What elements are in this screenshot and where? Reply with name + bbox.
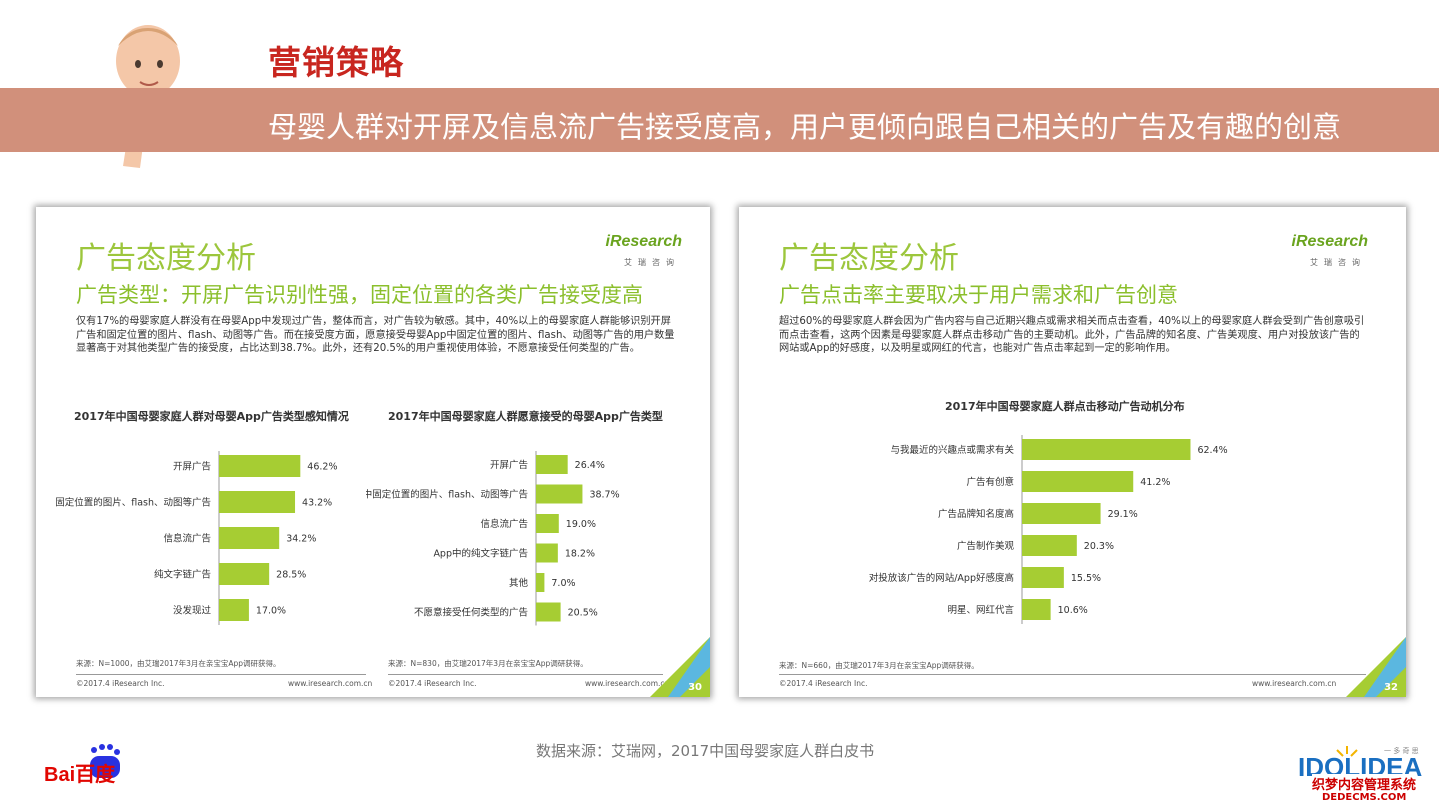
banner	[0, 88, 1439, 152]
iresearch-logo: iResearch 艾瑞咨询	[1282, 233, 1372, 273]
value-label: 62.4%	[1197, 445, 1227, 456]
chart-title: 2017年中国母婴家庭人群对母婴App广告类型感知情况	[74, 410, 349, 423]
sunburst-icon	[1336, 746, 1358, 757]
site-url: www.iresearch.com.cn	[1252, 679, 1337, 688]
value-label: 43.2%	[302, 498, 332, 509]
value-label: 15.5%	[1071, 573, 1101, 584]
category-label: 广告有创意	[966, 476, 1014, 488]
value-label: 19.0%	[566, 519, 596, 530]
bar	[536, 514, 559, 533]
value-label: 18.2%	[565, 549, 595, 560]
corner-decoration	[650, 637, 710, 697]
watermark-text: 织梦内容管理系统	[1312, 774, 1417, 793]
chart-title: 2017年中国母婴家庭人群愿意接受的母婴App广告类型	[388, 410, 663, 423]
iresearch-logo: iResearch 艾瑞咨询	[596, 233, 686, 273]
value-label: 38.7%	[589, 490, 619, 501]
bar	[219, 599, 249, 621]
corner-decoration	[1346, 637, 1406, 697]
value-label: 20.3%	[1084, 541, 1114, 552]
value-label: 29.1%	[1108, 509, 1138, 520]
card-title: 广告态度分析	[779, 241, 959, 276]
chart-title: 2017年中国母婴家庭人群点击移动广告动机分布	[945, 400, 1185, 413]
source-note: 来源：N=1000，由艾瑞2017年3月在亲宝宝App调研获得。	[76, 659, 281, 668]
bar	[536, 543, 558, 563]
bar-chart-acceptance: 开屏广告 26.4% App中固定位置的图片、flash、动图等广告 38.7% 信息流…	[366, 451, 620, 626]
site-url: www.iresearch.com.cn	[585, 679, 670, 688]
category-label: 开屏广告	[173, 461, 211, 473]
data-source-note: 数据来源：艾瑞网，2017中国母婴家庭人群白皮书	[536, 742, 875, 760]
bar	[1022, 439, 1191, 460]
logo-word: iResearch	[1291, 233, 1369, 250]
card-subtitle: 广告类型：开屏广告识别性强，固定位置的各类广告接受度高	[76, 283, 643, 307]
bar	[219, 491, 296, 513]
bar	[1022, 471, 1134, 492]
card-title: 广告态度分析	[76, 241, 256, 276]
category-label: 对投放该广告的网站/App好感度高	[869, 572, 1014, 584]
footer-divider	[779, 674, 1366, 675]
logo-word: iResearch	[605, 233, 683, 250]
category-label: 没发现过	[173, 605, 212, 617]
category-label: 开屏广告	[490, 459, 528, 471]
category-label: App中固定位置的图片、flash、动图等广告	[366, 489, 528, 501]
value-label: 34.2%	[286, 534, 316, 545]
bar	[219, 563, 270, 585]
footer-divider	[76, 674, 366, 675]
page-title: 营销策略	[268, 43, 404, 82]
value-label: 20.5%	[568, 608, 598, 619]
bar	[1022, 599, 1051, 620]
bar	[536, 484, 583, 504]
bar	[219, 527, 280, 549]
value-label: 46.2%	[307, 462, 337, 473]
source-note: 来源：N=830，由艾瑞2017年3月在亲宝宝App调研获得。	[388, 659, 588, 668]
category-label: 广告品牌知名度高	[938, 508, 1014, 520]
slide-card-right: 广告态度分析 iResearch 艾瑞咨询 广告点击率主要取决于用户需求和广告创…	[739, 207, 1406, 697]
value-label: 7.0%	[551, 578, 575, 589]
bar	[219, 455, 301, 477]
category-label: 纯文字链广告	[154, 569, 211, 581]
slide-card-left: 广告态度分析 iResearch 艾瑞咨询 广告类型：开屏广告识别性强，固定位置…	[36, 207, 710, 697]
value-label: 17.0%	[256, 606, 286, 617]
bar	[536, 455, 568, 474]
bar	[536, 602, 561, 622]
page-number: 32	[1384, 682, 1398, 693]
bar	[1022, 503, 1101, 524]
logo-cn: 艾瑞咨询	[1310, 258, 1366, 267]
value-label: 26.4%	[575, 460, 605, 471]
source-note: 来源：N=660，由艾瑞2017年3月在亲宝宝App调研获得。	[779, 661, 979, 670]
idolidea-tagline: 一 多 奇 思	[1384, 747, 1419, 755]
value-label: 41.2%	[1140, 477, 1170, 488]
category-label: 信息流广告	[480, 518, 528, 530]
card-paragraph: 超过60%的母婴家庭人群会因为广告内容与自己近期兴趣点或需求相关而点击查看，40…	[779, 316, 1365, 355]
category-label: 固定位置的图片、flash、动图等广告	[55, 497, 211, 509]
bar-chart-click-motivation: 与我最近的兴趣点或需求有关 62.4% 广告有创意 41.2% 广告品牌知名度高 29.1…	[869, 435, 1228, 624]
bar	[536, 573, 545, 592]
baidu-logo: Bai百度	[44, 744, 160, 786]
idolidea-logo: 一 多 奇 思 IDOLIDEA 织梦内容管理系统 DEDECMS.COM	[1296, 744, 1438, 806]
category-label: 明星、网红代言	[947, 604, 1014, 616]
copyright: ©2017.4 iResearch Inc.	[76, 679, 165, 688]
value-label: 10.6%	[1058, 605, 1088, 616]
value-label: 28.5%	[276, 570, 306, 581]
category-label: 与我最近的兴趣点或需求有关	[890, 444, 1014, 456]
bar-chart-perception: 开屏广告 46.2% 固定位置的图片、flash、动图等广告 43.2% 信息流广告 34…	[55, 451, 337, 625]
category-label: App中的纯文字链广告	[433, 548, 528, 560]
copyright: ©2017.4 iResearch Inc.	[388, 679, 477, 688]
footer-divider	[388, 674, 663, 675]
bar	[1022, 567, 1064, 588]
bar	[1022, 535, 1077, 556]
category-label: 信息流广告	[163, 533, 211, 545]
watermark-url: DEDECMS.COM	[1322, 792, 1407, 803]
card-paragraph: 仅有17%的母婴家庭人群没有在母婴App中发现过广告，整体而言，对广告较为敏感。…	[76, 316, 675, 355]
copyright: ©2017.4 iResearch Inc.	[779, 679, 868, 688]
category-label: 不愿意接受任何类型的广告	[414, 607, 528, 619]
category-label: 其他	[509, 577, 529, 589]
card-subtitle: 广告点击率主要取决于用户需求和广告创意	[779, 283, 1178, 307]
category-label: 广告制作美观	[957, 540, 1015, 552]
banner-text: 母婴人群对开屏及信息流广告接受度高，用户更倾向跟自己相关的广告及有趣的创意	[268, 110, 1342, 144]
page-number: 30	[688, 682, 702, 693]
baidu-wordmark: Bai百度	[44, 764, 116, 786]
site-url: www.iresearch.com.cn	[288, 679, 373, 688]
logo-cn: 艾瑞咨询	[624, 258, 680, 267]
baidu-paw-icon	[90, 744, 120, 778]
